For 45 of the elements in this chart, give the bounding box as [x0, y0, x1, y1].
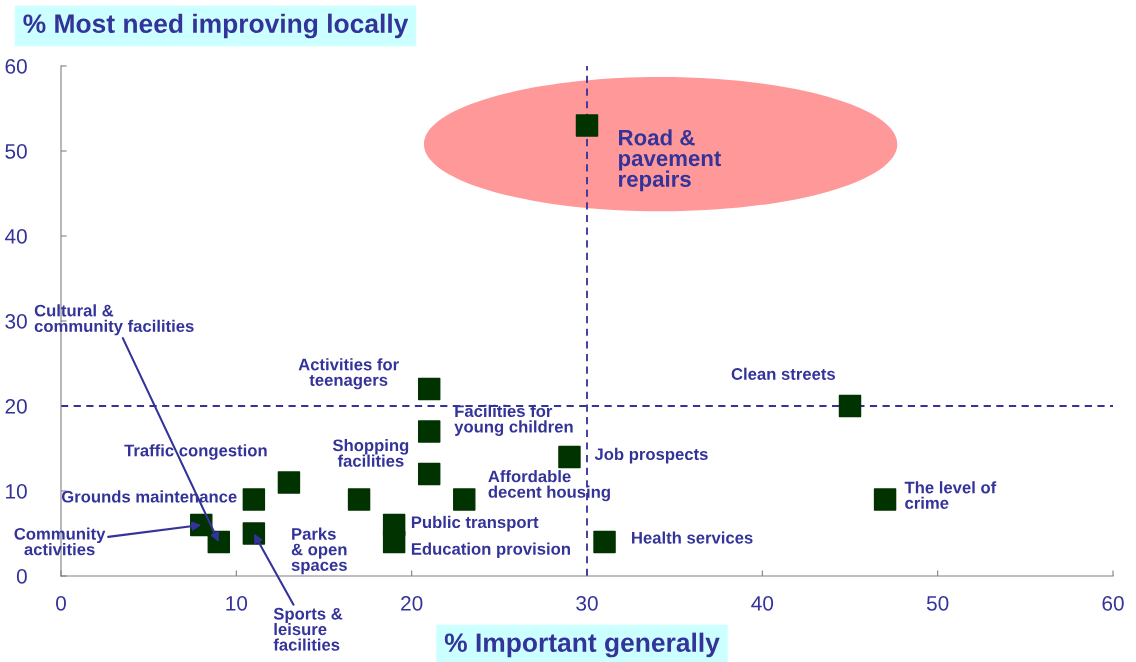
x-tick-label: 10 [226, 595, 248, 611]
annotation: Public transport [411, 515, 539, 532]
x-tick-label: 40 [751, 595, 774, 611]
annotation: Job prospects [594, 447, 708, 464]
y-tick-label: 20 [5, 399, 27, 414]
annotation: Activities for teenagers [298, 358, 399, 390]
y-tick-label: 50 [5, 144, 27, 159]
y-tick-label: 60 [5, 59, 27, 74]
point [873, 488, 897, 511]
annotation: Community activities [14, 527, 106, 556]
x-tick-label: 30 [576, 595, 598, 611]
point [593, 530, 616, 554]
annotation: Facilities for young children [454, 404, 573, 436]
annotation: Education provision [411, 542, 570, 559]
y-axis-title: % Most need improving locally [23, 13, 409, 39]
x-tick-label: 20 [401, 595, 423, 611]
annotation: Sports & leisure facilities [273, 607, 343, 651]
y-tick-label: 40 [4, 229, 27, 244]
point [382, 530, 406, 554]
x-tick-label: 50 [926, 595, 949, 611]
x-axis-title: % Important generally [444, 632, 720, 658]
point [453, 488, 476, 511]
point [838, 394, 862, 418]
y-tick-label: 10 [6, 484, 27, 499]
point [347, 488, 371, 511]
annotation: Affordable decent housing [488, 470, 610, 502]
point [277, 471, 301, 494]
annotation: Health services [632, 531, 753, 544]
point [417, 420, 441, 443]
x-tick-label: 60 [1102, 595, 1124, 611]
annotation: The level of crime [904, 481, 997, 509]
annotation: Shopping facilities [332, 438, 409, 467]
point [558, 445, 581, 469]
point [417, 377, 441, 401]
annotation: Cultural & community facilities [34, 304, 194, 336]
y-tick-label: 0 [16, 569, 27, 584]
x-tick-label: 0 [56, 595, 66, 611]
point [417, 462, 441, 486]
annotation: Clean streets [731, 367, 835, 380]
annotation: Traffic congestion [124, 444, 267, 460]
y-tick-label: 30 [5, 314, 27, 329]
annotation: Road & pavement repairs [619, 129, 722, 192]
annotation: Parks & open spaces [291, 527, 347, 575]
point [575, 114, 599, 137]
point [242, 488, 266, 511]
